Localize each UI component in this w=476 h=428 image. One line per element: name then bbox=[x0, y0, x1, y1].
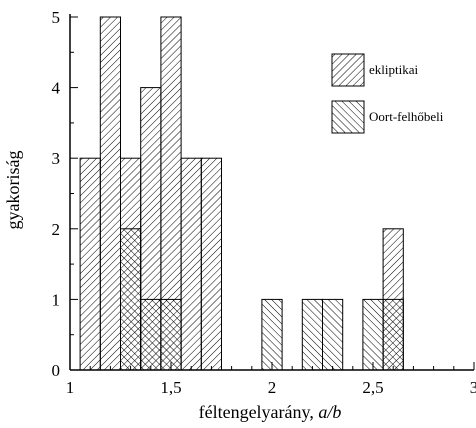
x-tick-label: 3 bbox=[470, 378, 476, 397]
x-tick-label: 2,5 bbox=[362, 378, 383, 397]
bar-oort-0 bbox=[120, 228, 142, 371]
legend-swatch-ekliptikai bbox=[331, 53, 365, 87]
bars-layer bbox=[79, 16, 404, 371]
bar-oort-6 bbox=[362, 298, 384, 371]
y-tick-label: 4 bbox=[52, 79, 61, 98]
legend-label-ekliptikai: ekliptikai bbox=[369, 62, 418, 77]
y-tick-label: 3 bbox=[52, 149, 61, 168]
bar-oort-2 bbox=[160, 298, 182, 371]
bar-oort-1 bbox=[140, 298, 162, 371]
bar-ekliptikai-6 bbox=[200, 157, 223, 371]
bar-oort-3 bbox=[261, 298, 283, 371]
x-tick-label: 1 bbox=[66, 378, 75, 397]
bar-ekliptikai-1 bbox=[99, 16, 122, 371]
x-tick-label: 1,5 bbox=[160, 378, 181, 397]
legend-label-oort: Oort-felhőbeli bbox=[369, 109, 444, 124]
bar-oort-5 bbox=[322, 298, 344, 371]
bar-oort-4 bbox=[301, 298, 323, 371]
bar-oort-7 bbox=[382, 298, 404, 371]
y-tick-label: 2 bbox=[52, 220, 61, 239]
y-tick-label: 5 bbox=[52, 8, 61, 27]
y-tick-label: 0 bbox=[52, 361, 61, 380]
y-tick-label: 1 bbox=[52, 290, 61, 309]
bar-ekliptikai-0 bbox=[79, 157, 101, 371]
legend: ekliptikai Oort-felhőbeli bbox=[331, 53, 444, 134]
bar-ekliptikai-5 bbox=[180, 157, 202, 371]
x-axis-title: féltengelyarány, a/b bbox=[199, 402, 342, 422]
legend-swatch-oort bbox=[331, 100, 365, 134]
x-tick-label: 2 bbox=[268, 378, 277, 397]
y-axis-title: gyakoriság bbox=[3, 151, 23, 230]
